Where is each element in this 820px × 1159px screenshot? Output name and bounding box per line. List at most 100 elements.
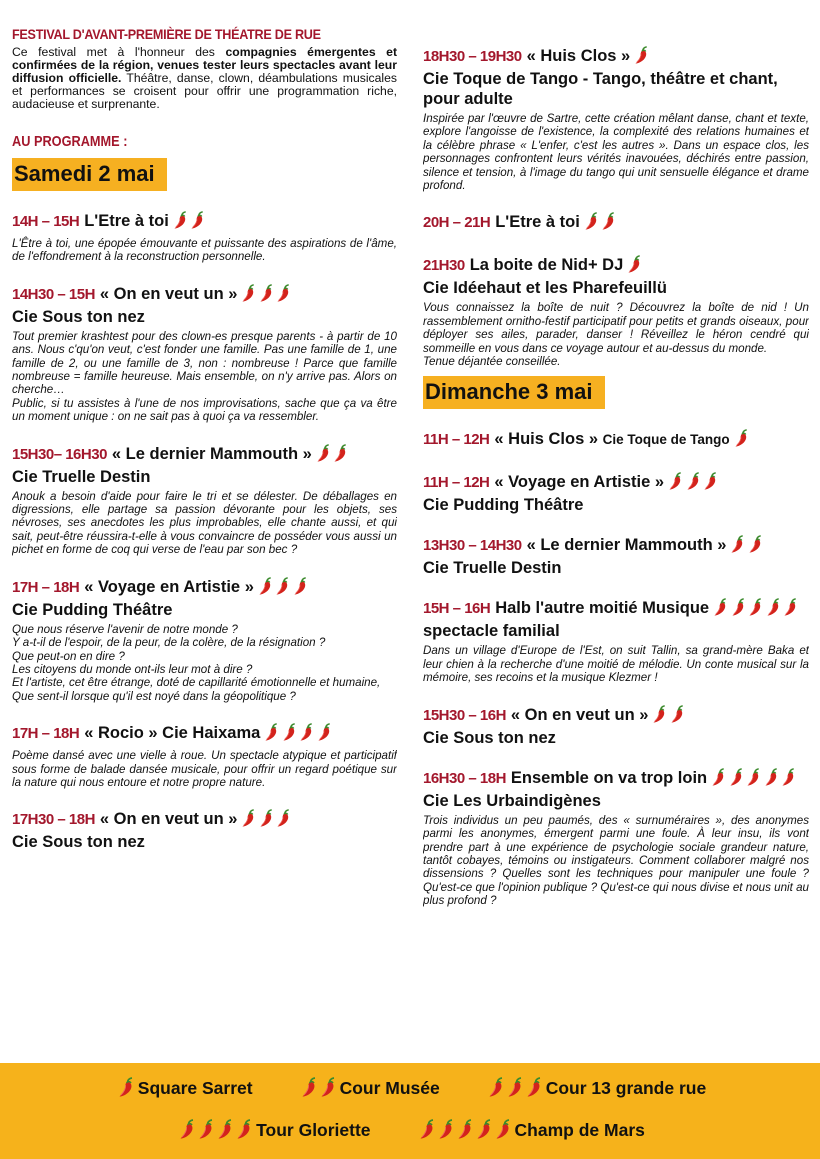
chili xyxy=(496,1119,509,1139)
right-column: 18H30 – 19H30 « Huis Clos » Cie Toque de T… xyxy=(423,26,809,1056)
event: 17H – 18H « Rocio » Cie Haixama Poème dans… xyxy=(12,723,397,789)
intro-text: Ce festival met à l'honneur des xyxy=(12,45,226,59)
event-heading: 11H – 12H « Huis Clos » Cie Toque de Tang… xyxy=(423,429,809,452)
chili-group xyxy=(119,1077,138,1102)
chili xyxy=(712,767,724,786)
event-title: « Rocio » Cie Haixama xyxy=(84,724,261,743)
intro: Ce festival met à l'honneur des compagni… xyxy=(12,46,397,111)
chili xyxy=(321,1077,334,1097)
description-line: Et l'artiste, cet être étrange, doté de … xyxy=(12,676,381,690)
chili xyxy=(458,1119,471,1139)
chili xyxy=(730,767,742,786)
chili xyxy=(119,1077,132,1097)
event-title: « Voyage en Artistie » xyxy=(494,473,665,492)
legend-place: Champ de Mars xyxy=(514,1120,645,1140)
event-heading: 15H30 – 16H « On en veut un » xyxy=(423,704,809,728)
event-heading: 15H – 16H Halb l'autre moitié Musique xyxy=(423,598,809,621)
chili xyxy=(318,723,330,741)
event-time: 13H30 – 14H30 xyxy=(423,537,522,555)
event-description: Dans un village d'Europe de l'Est, on su… xyxy=(423,644,809,684)
event-heading: 21H30 La boite de Nid+ DJ xyxy=(423,255,809,278)
chili xyxy=(277,809,290,827)
legend-place: Square Sarret xyxy=(137,1078,253,1098)
chili xyxy=(300,723,313,741)
chili-group xyxy=(635,46,653,69)
event-time: 16H30 – 18H xyxy=(423,769,506,787)
chili-group xyxy=(242,283,295,307)
chili xyxy=(784,598,796,617)
chili xyxy=(242,809,255,827)
event-title: « Le dernier Mammouth » xyxy=(526,536,727,555)
chili xyxy=(260,283,272,302)
event-title: L'Etre à toi xyxy=(495,213,580,232)
chili xyxy=(317,443,329,462)
event-heading: 18H30 – 19H30 « Huis Clos » xyxy=(423,46,809,69)
chili-group xyxy=(174,211,209,234)
chili xyxy=(765,767,777,786)
event-company: Cie Sous ton nez xyxy=(12,833,145,852)
description-line: Inspirée par l'œuvre de Sartre, cette cr… xyxy=(423,112,809,193)
event-heading: 17H – 18H « Rocio » Cie Haixama xyxy=(12,723,397,746)
legend-row: Tour Gloriette Champ de Mars xyxy=(0,1119,820,1144)
event-description: Inspirée par l'œuvre de Sartre, cette cr… xyxy=(423,112,809,192)
event-company: Cie Toque de Tango xyxy=(602,432,730,448)
event-company: Cie Toque de Tango - Tango, théâtre et c… xyxy=(423,70,778,108)
chili xyxy=(585,212,597,230)
event-heading: 14H – 15H L'Etre à toi xyxy=(12,211,397,234)
event-heading: 17H – 18H « Voyage en Artistie » xyxy=(12,576,397,600)
event-heading: 13H30 – 14H30 « Le dernier Mammouth » xyxy=(423,535,809,558)
event-company: Cie Sous ton nez xyxy=(12,307,145,326)
event: 14H30 – 15H « On en veut un » Cie Sous ton… xyxy=(12,283,397,424)
event-time: 11H – 12H xyxy=(423,431,490,449)
chili xyxy=(527,1077,540,1097)
event-heading: 17H30 – 18H « On en veut un » xyxy=(12,809,397,832)
event-time: 15H – 16H xyxy=(423,600,491,618)
event-description: L'Être à toi, une épopée émouvante et pu… xyxy=(12,237,397,264)
event: 13H30 – 14H30 « Le dernier Mammouth » Cie … xyxy=(423,535,809,578)
event-company: Cie Les Urbaindigènes xyxy=(423,791,601,810)
legend-band: Square Sarret Cour Musée Cour 13 grande ru… xyxy=(0,1063,820,1159)
chili xyxy=(259,576,271,595)
chili-group xyxy=(259,576,312,600)
event-heading: 14H30 – 15H « On en veut un » xyxy=(12,283,397,307)
event-heading: 20H – 21H L'Etre à toi xyxy=(423,212,809,235)
event-time: 11H – 12H xyxy=(423,474,490,492)
chili-group xyxy=(420,1119,515,1144)
description-line: Tout premier krashtest pour des clown-es… xyxy=(12,329,397,397)
event-title: Ensemble on va trop loin xyxy=(510,768,708,787)
event-company: Cie Pudding Théâtre xyxy=(12,600,173,619)
chili xyxy=(477,1119,490,1139)
chili xyxy=(508,1077,521,1097)
event-time: 15H30 – 16H xyxy=(423,706,506,724)
event-heading: 16H30 – 18H Ensemble on va trop loin xyxy=(423,767,809,791)
description-line: Que peut-on en dire ? xyxy=(12,649,125,663)
chili xyxy=(276,576,289,595)
event-title: « Le dernier Mammouth » xyxy=(111,444,312,463)
event-title: Halb l'autre moitié Musique xyxy=(495,599,710,618)
event-time: 14H – 15H xyxy=(12,213,80,230)
chili xyxy=(669,472,681,491)
day-wrap: Dimanche 3 mai xyxy=(423,368,809,410)
event-title: « On en veut un » xyxy=(510,705,649,724)
description-line: Que sent-il lorsque qu'il est noyé dans … xyxy=(12,689,296,703)
description-line: L'Être à toi, une épopée émouvante et pu… xyxy=(12,237,397,264)
event-time: 17H30 – 18H xyxy=(12,811,95,829)
event-title: « On en veut un » xyxy=(99,284,238,303)
chili xyxy=(302,1077,315,1097)
chili-group xyxy=(712,767,800,791)
description-line: Tenue déjantée conseillée. xyxy=(423,355,561,369)
event: 15H – 16H Halb l'autre moitié Musique spec… xyxy=(423,598,809,684)
chili xyxy=(782,767,794,786)
legend-item: Cour 13 grande rue xyxy=(484,1077,706,1102)
legend-item: Champ de Mars xyxy=(415,1119,645,1144)
legend-place: Tour Gloriette xyxy=(256,1120,371,1140)
event: 18H30 – 19H30 « Huis Clos » Cie Toque de T… xyxy=(423,46,809,192)
event-title: « On en veut un » xyxy=(99,810,238,829)
chili-group xyxy=(489,1077,546,1102)
event-description: Vous connaissez la boîte de nuit ? Décou… xyxy=(423,301,809,368)
description-line: Anouk a besoin d'aide pour faire le tri … xyxy=(12,489,397,557)
event-title: L'Etre à toi xyxy=(84,212,169,230)
chili-group xyxy=(669,472,722,495)
description-line: Y a-t-il de l'espoir, de la peur, de la … xyxy=(12,636,326,650)
